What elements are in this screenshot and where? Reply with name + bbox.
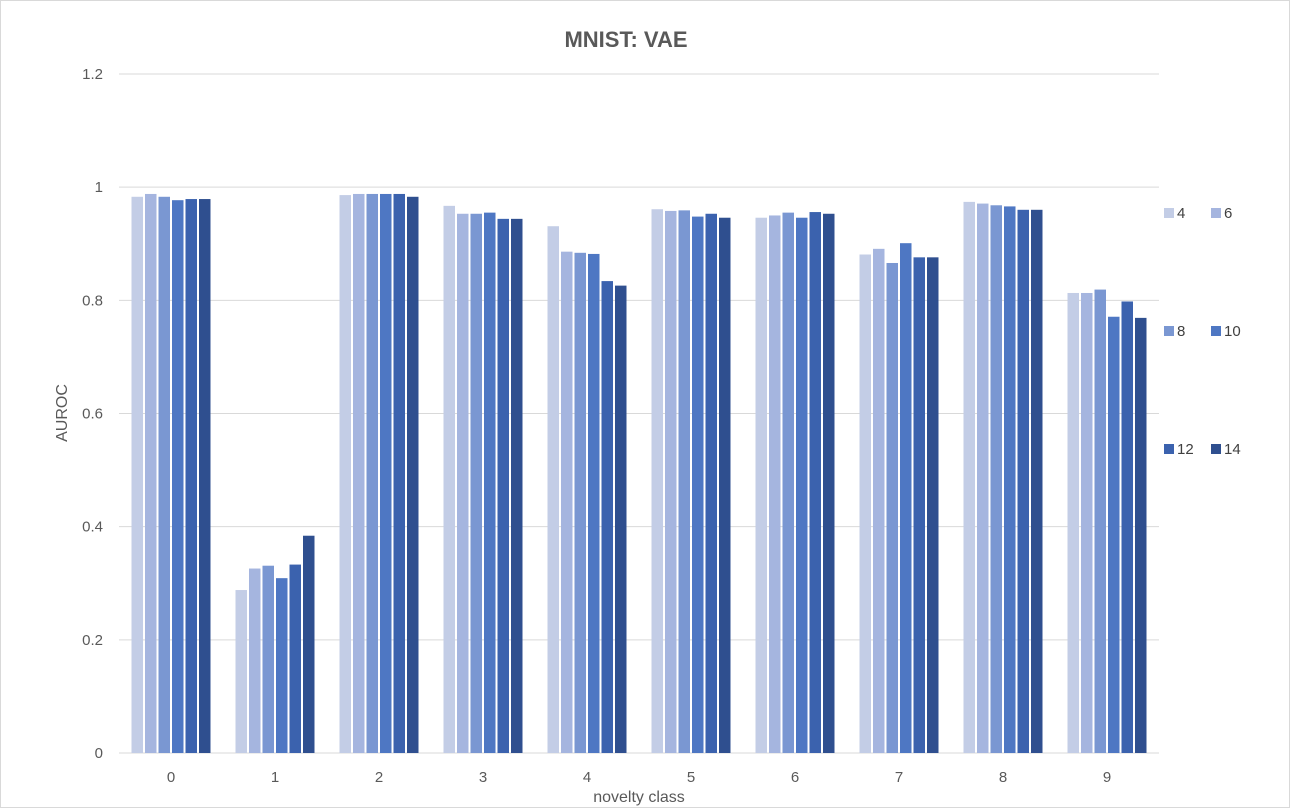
x-tick-label: 4: [583, 769, 591, 786]
bar-class-9-series-12: [1121, 301, 1133, 753]
bar-class-1-series-12: [289, 564, 301, 753]
bar-class-4-series-12: [601, 281, 613, 753]
chart-title: MNIST: VAE: [564, 27, 687, 52]
bar-class-2-series-10: [380, 193, 392, 753]
bar-class-2-series-8: [366, 193, 378, 753]
bar-class-7-series-8: [886, 262, 898, 753]
legend-swatch-12: [1164, 444, 1174, 454]
x-tick-label: 3: [479, 769, 487, 786]
bar-class-2-series-6: [353, 193, 365, 753]
bar-class-9-series-14: [1135, 317, 1147, 753]
bars: [131, 193, 1147, 754]
legend-label-4: 4: [1177, 205, 1185, 222]
bar-class-6-series-14: [823, 213, 835, 753]
bar-class-5-series-14: [719, 217, 731, 753]
y-tick-label: 0.8: [82, 292, 103, 309]
legend-swatch-14: [1211, 444, 1221, 454]
bar-class-2-series-12: [393, 193, 405, 753]
legend-swatch-6: [1211, 208, 1221, 218]
bar-class-3-series-8: [470, 213, 482, 753]
bar-class-9-series-10: [1108, 316, 1120, 753]
bar-class-4-series-14: [615, 285, 627, 753]
bar-class-9-series-8: [1094, 289, 1106, 753]
bar-class-3-series-12: [497, 218, 509, 753]
bar-class-7-series-14: [927, 257, 939, 753]
bar-class-3-series-4: [443, 205, 455, 753]
bar-class-1-series-10: [276, 578, 288, 753]
bar-class-3-series-10: [484, 212, 496, 754]
bar-class-4-series-4: [547, 226, 559, 753]
y-tick-label: 1: [95, 179, 103, 196]
bar-class-8-series-4: [963, 201, 975, 754]
legend-label-14: 14: [1224, 441, 1241, 458]
x-tick-label: 5: [687, 769, 695, 786]
legend-swatch-4: [1164, 208, 1174, 218]
bar-class-7-series-6: [873, 248, 885, 753]
bar-class-3-series-14: [511, 218, 523, 753]
bar-class-7-series-10: [900, 243, 912, 753]
y-axis-title: AUROC: [54, 384, 71, 442]
bar-class-4-series-10: [588, 253, 600, 753]
bar-class-4-series-8: [574, 252, 586, 753]
x-axis-ticks: 0 1 2 3 4 5 6 7 8 9: [167, 769, 1111, 786]
bar-class-5-series-12: [705, 213, 717, 753]
bar-class-1-series-4: [235, 590, 247, 753]
legend-label-12: 12: [1177, 441, 1194, 458]
x-tick-label: 9: [1103, 769, 1111, 786]
y-tick-label: 1.2: [82, 66, 103, 83]
bar-class-5-series-8: [678, 210, 690, 753]
x-tick-label: 2: [375, 769, 383, 786]
bar-class-3-series-6: [457, 213, 469, 753]
bar-class-8-series-12: [1017, 209, 1029, 754]
x-tick-label: 8: [999, 769, 1007, 786]
legend-label-8: 8: [1177, 323, 1185, 340]
bar-class-0-series-10: [172, 200, 184, 753]
bar-class-6-series-8: [782, 212, 794, 754]
bar-class-8-series-14: [1031, 209, 1043, 754]
y-tick-label: 0.2: [82, 632, 103, 649]
bar-class-9-series-4: [1067, 292, 1079, 753]
x-axis-title: novelty class: [593, 789, 685, 806]
y-tick-label: 0.4: [82, 519, 103, 536]
y-axis-ticks: 0 0.2 0.4 0.6 0.8 1 1.2: [82, 66, 103, 762]
bar-class-2-series-14: [407, 196, 419, 753]
bar-class-1-series-6: [249, 568, 261, 753]
x-tick-label: 1: [271, 769, 279, 786]
bar-class-8-series-6: [977, 203, 989, 754]
x-tick-label: 7: [895, 769, 903, 786]
y-tick-label: 0: [95, 745, 103, 762]
bar-class-8-series-8: [990, 205, 1002, 754]
bar-class-2-series-4: [339, 195, 351, 754]
bar-class-0-series-8: [158, 196, 170, 753]
bar-class-0-series-14: [199, 199, 211, 753]
bar-class-5-series-6: [665, 210, 677, 754]
bar-class-9-series-6: [1081, 292, 1093, 753]
legend-label-6: 6: [1224, 205, 1232, 222]
bar-class-7-series-4: [859, 254, 871, 753]
legend-swatch-8: [1164, 326, 1174, 336]
bar-class-6-series-12: [809, 212, 821, 753]
bar-class-5-series-4: [651, 209, 663, 754]
gridlines: [119, 73, 1159, 754]
bar-class-6-series-4: [755, 217, 767, 753]
x-tick-label: 6: [791, 769, 799, 786]
bar-class-4-series-6: [561, 251, 573, 753]
bar-class-6-series-10: [796, 217, 808, 753]
bar-class-1-series-8: [262, 565, 274, 753]
x-tick-label: 0: [167, 769, 175, 786]
bar-class-0-series-4: [131, 196, 143, 753]
bar-class-0-series-6: [145, 193, 157, 753]
y-tick-label: 0.6: [82, 406, 103, 423]
legend: 4 6 8 10 12 14: [1164, 205, 1241, 458]
bar-class-8-series-10: [1004, 206, 1016, 753]
bar-class-1-series-14: [303, 535, 315, 753]
legend-label-10: 10: [1224, 323, 1241, 340]
legend-swatch-10: [1211, 326, 1221, 336]
bar-class-5-series-10: [692, 216, 704, 754]
bar-class-7-series-12: [913, 257, 925, 753]
bar-class-6-series-6: [769, 215, 781, 754]
bar-class-0-series-12: [185, 199, 197, 753]
